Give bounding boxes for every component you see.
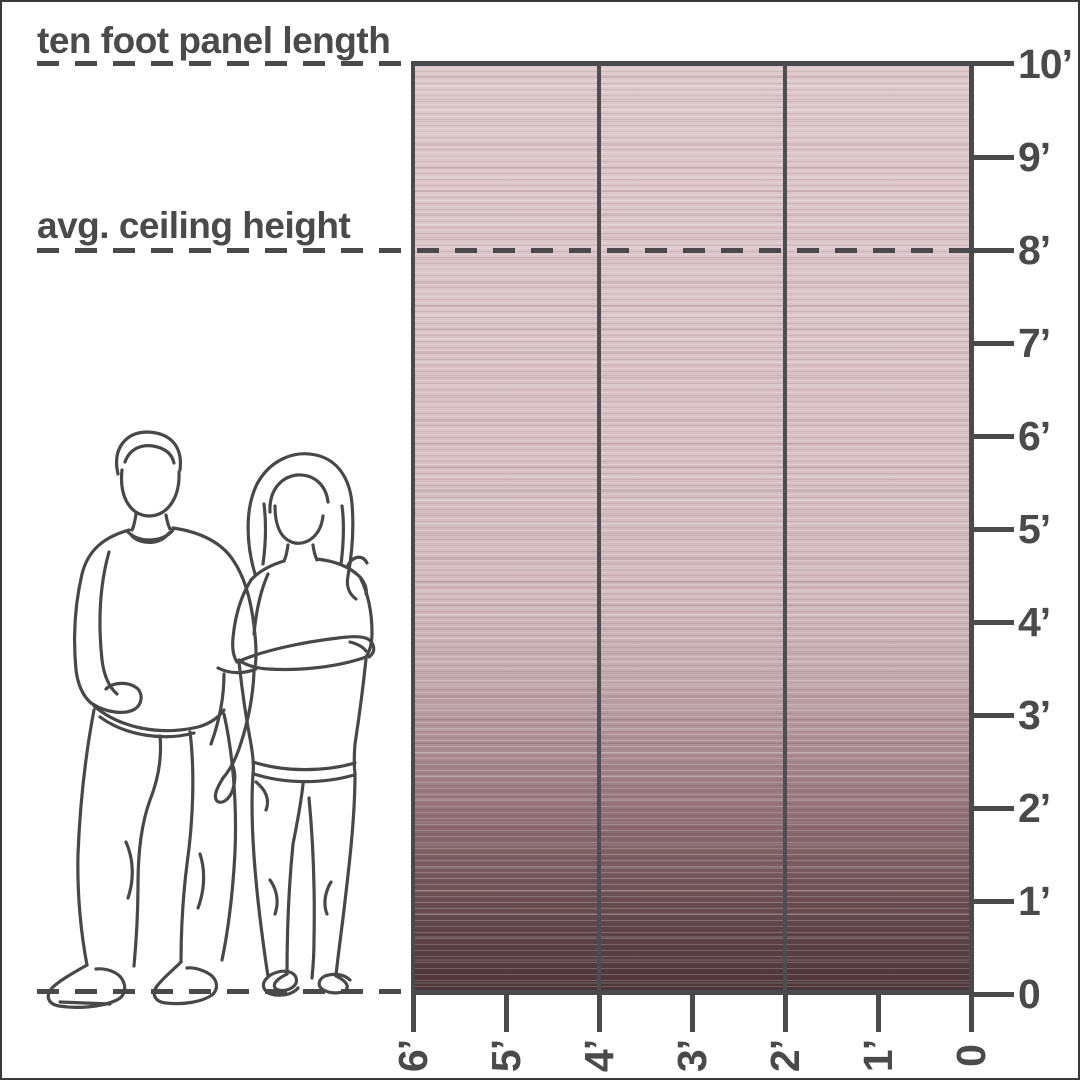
ruler-label-10ft: 10’ bbox=[1018, 40, 1073, 87]
ruler-tick bbox=[971, 155, 1014, 160]
ruler-tick bbox=[783, 993, 788, 1032]
ruler-label-2ft: 2’ bbox=[1018, 784, 1051, 831]
ruler-tick bbox=[971, 806, 1014, 811]
panel-length-label: ten foot panel length bbox=[37, 20, 391, 61]
ceiling-height-dashed-line bbox=[37, 248, 971, 253]
panel-divider-2 bbox=[783, 62, 787, 993]
ruler-label-3ft: 3’ bbox=[1018, 691, 1051, 738]
width-label-3ft: 3’ bbox=[668, 1039, 715, 1073]
ruler-tick bbox=[971, 992, 1014, 997]
width-label-2ft: 2’ bbox=[761, 1039, 808, 1073]
ruler-tick bbox=[597, 993, 602, 1032]
width-label-0ft: 0 bbox=[947, 1045, 994, 1067]
ruler-tick bbox=[971, 248, 1014, 253]
wallpaper-panel bbox=[411, 62, 971, 993]
ruler-tick bbox=[690, 993, 695, 1032]
people-illustration bbox=[46, 430, 376, 1009]
width-label-4ft: 4’ bbox=[575, 1039, 622, 1073]
width-label-5ft: 5’ bbox=[482, 1039, 529, 1073]
ruler-tick bbox=[971, 899, 1014, 904]
woman-figure bbox=[231, 452, 376, 997]
ruler-tick bbox=[971, 620, 1014, 625]
ruler-label-8ft: 8’ bbox=[1018, 226, 1051, 273]
ceiling-height-label: avg. ceiling height bbox=[37, 205, 351, 246]
width-label-1ft: 1’ bbox=[854, 1039, 901, 1073]
ruler-label-0ft: 0 bbox=[1018, 970, 1041, 1017]
ruler-tick bbox=[876, 993, 881, 1032]
floor-dashed-line bbox=[37, 989, 409, 994]
ruler-tick bbox=[504, 993, 509, 1032]
ruler-tick bbox=[971, 713, 1014, 718]
ruler-tick bbox=[971, 434, 1014, 439]
ruler-label-5ft: 5’ bbox=[1018, 505, 1051, 552]
ruler-tick bbox=[971, 341, 1014, 346]
ruler-label-7ft: 7’ bbox=[1018, 319, 1051, 366]
wallpaper-texture bbox=[411, 62, 971, 993]
width-label-6ft: 6’ bbox=[389, 1039, 436, 1073]
panel-top-edge bbox=[411, 61, 971, 66]
ruler-label-9ft: 9’ bbox=[1018, 133, 1051, 180]
ruler-tick bbox=[411, 993, 416, 1032]
panel-divider-1 bbox=[597, 62, 601, 993]
ruler-tick bbox=[969, 993, 974, 1032]
man-figure bbox=[46, 430, 258, 1009]
ruler-tick bbox=[971, 527, 1014, 532]
ruler-tick bbox=[971, 61, 1014, 66]
panel-bottom-edge bbox=[411, 990, 971, 995]
vertical-ruler-line bbox=[969, 61, 974, 1032]
panel-left-edge bbox=[411, 62, 415, 993]
ruler-label-6ft: 6’ bbox=[1018, 412, 1051, 459]
ruler-label-4ft: 4’ bbox=[1018, 598, 1051, 645]
panel-length-dashed-line bbox=[37, 61, 411, 66]
ruler-label-1ft: 1’ bbox=[1018, 877, 1051, 924]
